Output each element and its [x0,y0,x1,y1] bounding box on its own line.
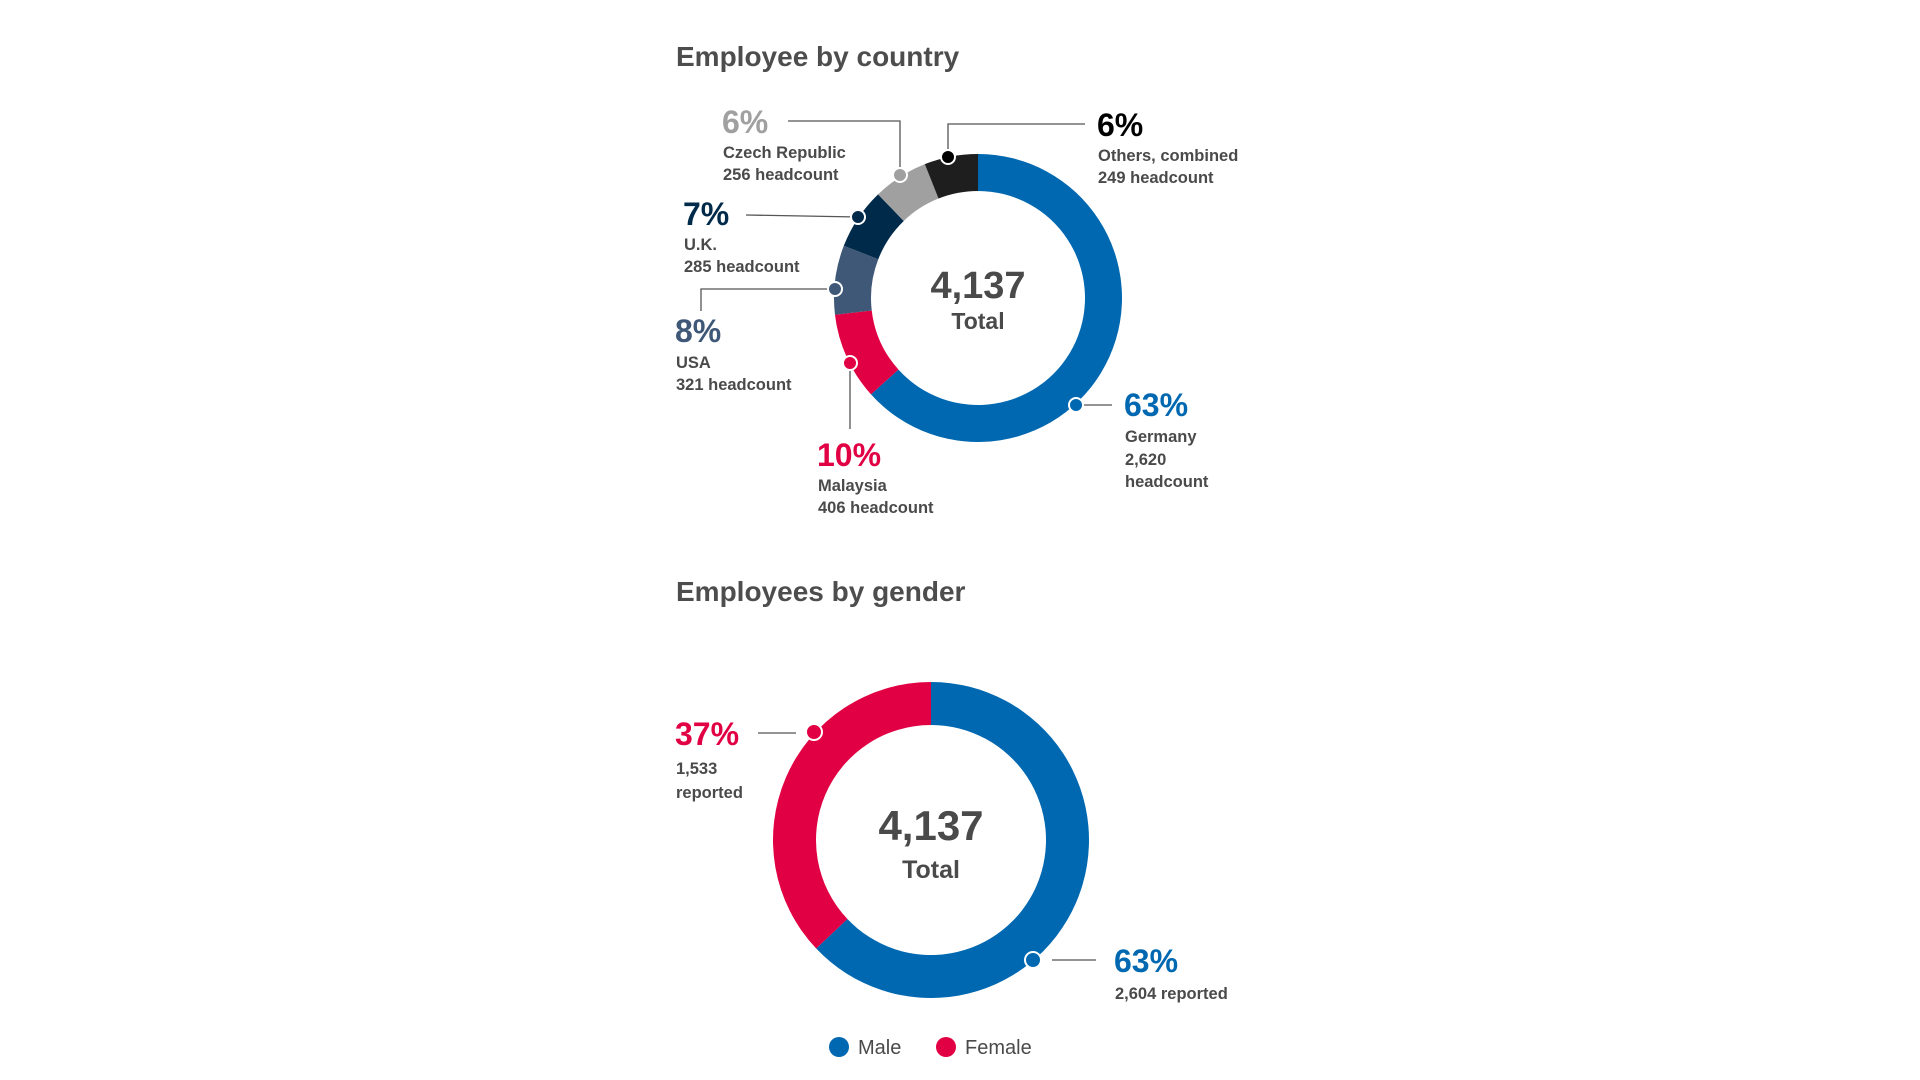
leader-czech [788,120,901,175]
germany-name: Germany [1125,428,1197,446]
marker-malaysia [842,355,858,371]
donut-slice-u-k [843,194,904,260]
donut-slice-usa [834,245,879,315]
marker-others [940,149,956,165]
leader-usa [700,288,835,311]
usa-percent: 8% [675,313,721,349]
gender-chart-title: Employees by gender [676,576,966,607]
usa-name: USA [676,354,711,372]
gender-total-label: Total [902,856,960,884]
legend-female-label: Female [965,1037,1032,1059]
malaysia-name: Malaysia [818,477,888,495]
leader-uk [745,214,859,218]
gender-total-value: 4,137 [878,802,983,849]
czech-percent: 6% [722,104,768,140]
male-percent: 63% [1114,943,1178,979]
donut-slice-female [773,682,931,949]
germany-count-suffix: headcount [1125,473,1209,491]
uk-name: U.K. [684,236,717,254]
donut-slice-germany [871,154,1122,442]
marker-male [1024,951,1042,969]
legend-male-swatch [829,1037,849,1057]
germany-percent: 63% [1124,387,1188,423]
others-percent: 6% [1097,107,1143,143]
marker-uk [850,209,866,225]
female-count: 1,533 [676,760,717,778]
marker-germany [1068,397,1084,413]
uk-count: 285 headcount [684,258,800,276]
female-percent: 37% [675,716,739,752]
malaysia-percent: 10% [817,437,881,473]
country-chart-title: Employee by country [676,41,960,72]
malaysia-count: 406 headcount [818,499,934,517]
others-name: Others, combined [1098,147,1238,165]
donut-slice-others-combined [924,154,978,199]
donut-slice-malaysia [834,310,899,395]
leader-others [947,123,1085,157]
uk-percent: 7% [683,196,729,232]
germany-count: 2,620 [1125,451,1166,469]
marker-czech [892,167,908,183]
female-count-suffix: reported [676,784,743,802]
others-count: 249 headcount [1098,169,1214,187]
czech-count: 256 headcount [723,166,839,184]
country-donut [834,154,1122,442]
male-count: 2,604 reported [1115,985,1228,1003]
gender-donut [773,682,1089,998]
marker-usa [827,281,843,297]
legend-male-label: Male [858,1037,901,1059]
usa-count: 321 headcount [676,376,792,394]
legend-female-swatch [936,1037,956,1057]
donut-slice-male [816,682,1089,998]
country-total-value: 4,137 [930,265,1025,307]
donut-slice-czech-republic [878,164,939,221]
country-total-label: Total [951,308,1004,334]
czech-name: Czech Republic [723,144,846,162]
marker-female [805,723,823,741]
